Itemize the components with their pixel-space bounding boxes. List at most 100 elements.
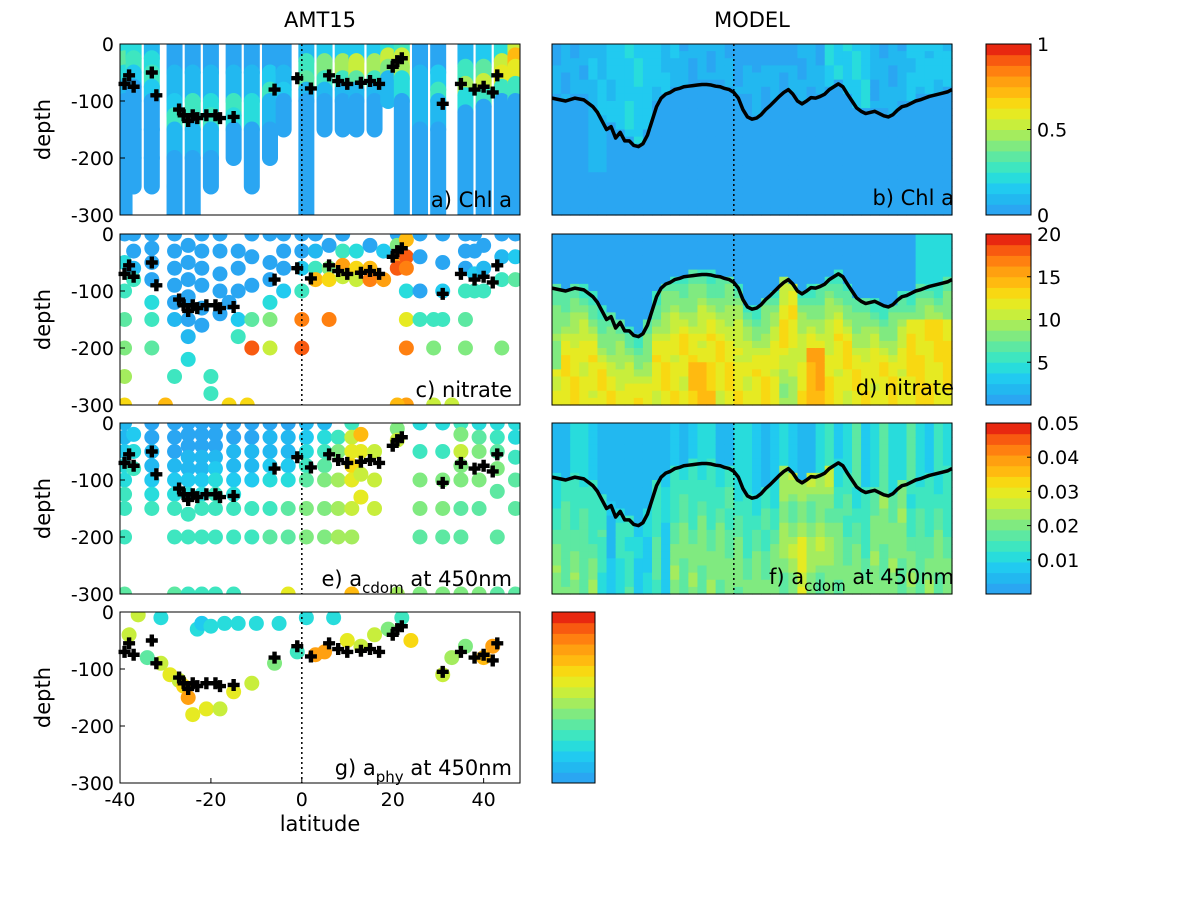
heatmap-cell [624,340,635,349]
heatmap-cell [597,348,608,356]
heatmap-cell [806,348,817,356]
heatmap-cell [552,558,562,567]
heatmap-cell [670,283,680,292]
heatmap-cell [915,93,926,102]
heatmap-cell [815,423,826,431]
heatmap-cell [942,515,953,524]
heatmap-cell [842,65,853,74]
heatmap-cell [761,129,771,138]
heatmap-cell [670,248,680,256]
heatmap-cell [706,480,717,488]
heatmap-cell [779,283,789,292]
heatmap-cell [797,458,808,467]
heatmap-cell [870,58,880,66]
heatmap-cell [861,255,871,264]
heatmap-cell [806,501,817,510]
heatmap-cell [624,72,635,81]
marker-plus [354,76,367,89]
heatmap-cell [752,340,762,349]
heatmap-cell [688,586,699,595]
heatmap-cell [652,326,662,335]
heatmap-cell [733,355,744,363]
panel-label-a: a) Chl a [431,188,512,212]
heatmap-cell [570,136,580,145]
heatmap-cell [870,572,880,581]
heatmap-cell [733,193,744,202]
colorbar-swatch [986,583,1031,595]
heatmap-cell [806,150,817,159]
heatmap-cell [870,79,880,88]
heatmap-cell [879,515,889,524]
heatmap-cell [724,72,735,81]
heatmap-cell [761,537,771,545]
heatmap-cell [624,369,635,378]
heatmap-cell [570,355,580,363]
heatmap-cell [661,376,671,385]
heatmap-cell [715,348,726,356]
heatmap-cell [870,529,880,538]
heatmap-cell [570,276,580,285]
heatmap-cell [733,65,744,74]
heatmap-cell [824,383,835,392]
heatmap-cell [897,390,908,399]
heatmap-cell [879,136,889,145]
heatmap-cell [688,312,699,321]
heatmap-cell [779,390,789,399]
heatmap-cell [679,390,689,399]
heatmap-cell [833,586,844,595]
heatmap-cell [561,115,571,123]
heatmap-cell [806,305,817,313]
heatmap-cell [879,451,889,460]
heatmap-cell [570,423,580,431]
heatmap-cell [597,248,608,256]
heatmap-cell [552,165,562,173]
heatmap-cell [679,241,689,249]
heatmap-cell [579,579,589,588]
heatmap-cell [579,472,589,481]
heatmap-cell [797,298,808,306]
heatmap-cell [770,515,780,524]
heatmap-cell [652,444,662,453]
heatmap-cell [833,58,844,66]
heatmap-cell [697,472,708,481]
heatmap-cell [815,172,826,180]
heatmap-cell [888,136,899,145]
heatmap-cell [761,186,771,195]
heatmap-cell [779,115,789,123]
heatmap-cell [888,508,899,517]
heatmap-cell [888,430,899,438]
heatmap-cell [888,200,899,209]
heatmap-cell [742,383,753,392]
heatmap-cell [706,312,717,321]
heatmap-cell [624,93,635,102]
data-point [330,472,346,488]
heatmap-cell [606,72,617,81]
heatmap-cell [561,465,571,474]
heatmap-cell [652,158,662,166]
heatmap-cell [688,115,699,123]
heatmap-cell [633,430,644,438]
heatmap-cell [661,383,671,392]
heatmap-cell [724,165,735,173]
heatmap-cell [652,397,662,406]
heatmap-cell [933,312,944,321]
heatmap-cell [697,276,708,285]
heatmap-cell [597,129,608,138]
data-point [353,466,369,482]
heatmap-cell [742,558,753,567]
heatmap-cell [642,544,653,552]
heatmap-cell [752,537,762,545]
marker-plus [354,644,367,657]
heatmap-cell [824,101,835,109]
heatmap-cell [688,305,699,313]
heatmap-cell [606,186,617,195]
heatmap-cell [788,86,799,95]
heatmap-cell [797,579,808,588]
heatmap-cell [733,487,744,495]
heatmap-cell [861,390,871,399]
heatmap-cell [642,186,653,195]
heatmap-cell [679,480,689,488]
data-point [344,423,360,431]
heatmap-cell [688,508,699,517]
heatmap-cell [770,487,780,495]
